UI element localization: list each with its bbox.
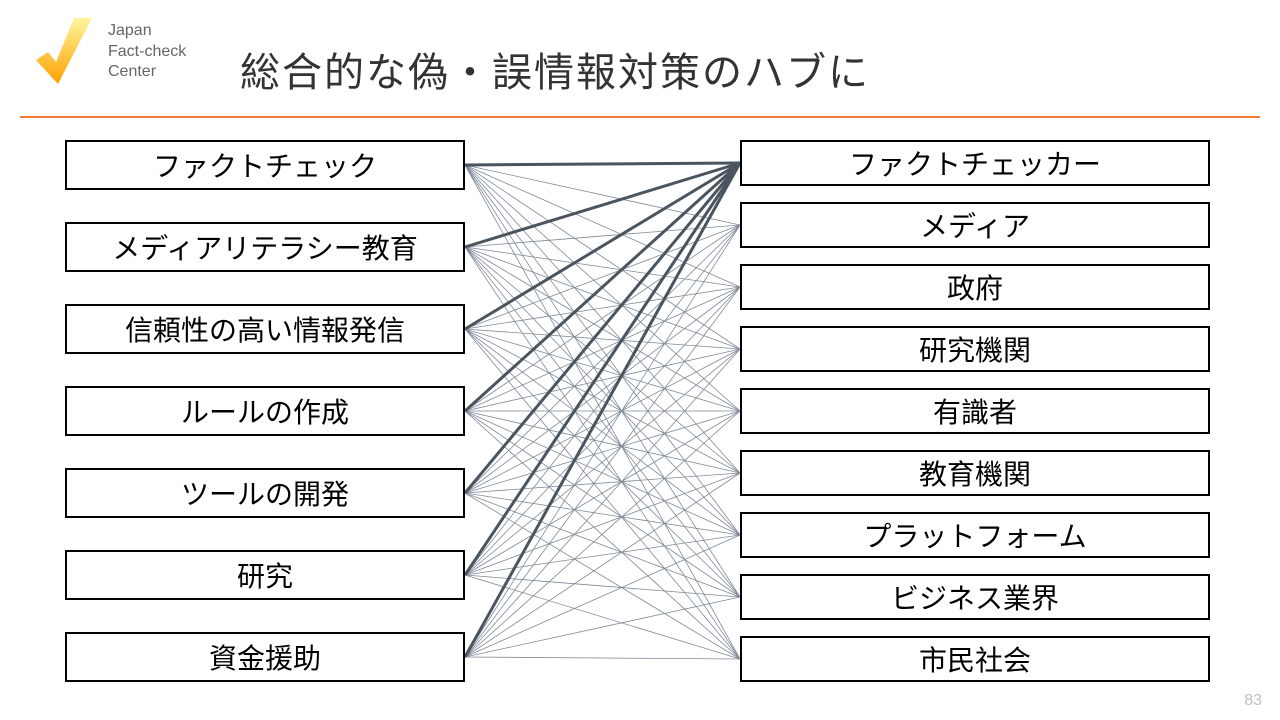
node-label: 有識者 <box>933 391 1017 431</box>
right-node: 教育機関 <box>740 450 1210 496</box>
left-node: 信頼性の高い情報発信 <box>65 304 465 354</box>
page-number: 83 <box>1244 692 1262 710</box>
node-label: 研究 <box>237 555 293 595</box>
page-title: 総合的な偽・誤情報対策のハブに <box>240 40 870 98</box>
left-node: 資金援助 <box>65 632 465 682</box>
logo-line2: Fact-check <box>108 42 186 63</box>
left-node: メディアリテラシー教育 <box>65 222 465 272</box>
node-label: 市民社会 <box>919 639 1031 679</box>
node-label: 政府 <box>947 267 1003 307</box>
divider <box>20 116 1260 118</box>
logo-mark-icon <box>30 12 100 92</box>
logo-line1: Japan <box>108 21 186 42</box>
right-node: 研究機関 <box>740 326 1210 372</box>
node-label: メディア <box>920 205 1030 245</box>
left-node: ツールの開発 <box>65 468 465 518</box>
slide: Japan Fact-check Center 総合的な偽・誤情報対策のハブに … <box>0 0 1280 720</box>
node-label: 教育機関 <box>919 453 1031 493</box>
node-label: ファクトチェック <box>153 145 377 185</box>
header: Japan Fact-check Center 総合的な偽・誤情報対策のハブに <box>0 0 1280 110</box>
right-node: 有識者 <box>740 388 1210 434</box>
bipartite-diagram: ファクトチェックメディアリテラシー教育信頼性の高い情報発信ルールの作成ツールの開… <box>0 130 1280 700</box>
node-label: ビジネス業界 <box>891 577 1059 617</box>
right-node: プラットフォーム <box>740 512 1210 558</box>
node-label: 資金援助 <box>209 637 321 677</box>
left-node: ルールの作成 <box>65 386 465 436</box>
right-node: ビジネス業界 <box>740 574 1210 620</box>
node-label: 研究機関 <box>919 329 1031 369</box>
node-label: ツールの開発 <box>181 473 349 513</box>
node-label: プラットフォーム <box>863 515 1086 555</box>
right-node: ファクトチェッカー <box>740 140 1210 186</box>
left-node: ファクトチェック <box>65 140 465 190</box>
node-label: ファクトチェッカー <box>849 143 1101 183</box>
logo-text: Japan Fact-check Center <box>108 21 186 83</box>
right-node: 市民社会 <box>740 636 1210 682</box>
node-label: ルールの作成 <box>181 391 349 431</box>
logo-line3: Center <box>108 62 186 83</box>
node-label: 信頼性の高い情報発信 <box>125 309 405 349</box>
node-label: メディアリテラシー教育 <box>112 227 417 267</box>
right-node: メディア <box>740 202 1210 248</box>
logo: Japan Fact-check Center <box>30 12 186 92</box>
right-node: 政府 <box>740 264 1210 310</box>
left-node: 研究 <box>65 550 465 600</box>
